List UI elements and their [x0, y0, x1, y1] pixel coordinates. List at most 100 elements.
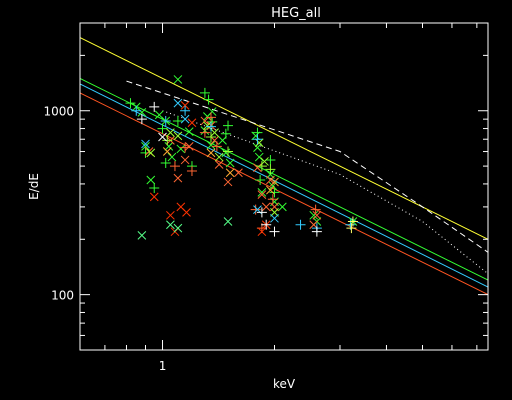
data-point-3-12: [253, 163, 262, 173]
data-point-5-2: [166, 210, 175, 220]
data-point-12-6: [311, 226, 322, 237]
data-point-9-5: [270, 177, 279, 187]
data-point-2-1: [125, 98, 136, 109]
data-point-1-14: [206, 140, 216, 150]
data-point-2-6: [172, 115, 183, 126]
data-point-2-5: [160, 157, 171, 168]
tick-labels: 1 100 1000: [43, 105, 166, 373]
data-point-8-5: [265, 164, 276, 175]
data-point-3-9: [214, 160, 224, 169]
data-point-2-10: [207, 116, 218, 127]
data-point-13-1: [158, 132, 167, 142]
data-point-1-11: [184, 127, 194, 136]
data-point-3-13: [257, 190, 267, 199]
data-point-2-3: [149, 183, 160, 194]
data-point-10-4: [205, 121, 216, 132]
data-point-4-2: [180, 142, 191, 153]
data-point-8-4: [256, 161, 267, 172]
data-point-5-5: [182, 208, 191, 217]
data-point-7-6: [214, 152, 224, 162]
data-point-4-3: [186, 166, 197, 177]
data-point-3-11: [234, 168, 243, 178]
data-point-9-3: [225, 168, 235, 178]
data-point-5-6: [180, 100, 190, 110]
data-point-2-9: [203, 94, 214, 105]
data-point-12-1: [136, 114, 147, 125]
data-point-4-4: [199, 127, 210, 138]
data-point-1-4: [146, 175, 156, 185]
data-point-14-1: [346, 223, 357, 234]
data-point-6-2: [166, 220, 175, 230]
data-point-1-20: [253, 143, 262, 152]
data-point-6-4: [223, 217, 233, 226]
data-point-6-3: [173, 223, 183, 233]
data-point-1-21: [254, 152, 264, 162]
data-point-9-4: [266, 185, 275, 195]
data-point-7-1: [146, 148, 156, 158]
data-point-1-27: [309, 210, 319, 220]
data-point-7-2: [166, 128, 175, 138]
y-tick-label-100: 100: [51, 289, 74, 303]
data-point-3-14: [261, 202, 271, 212]
model-line-5: [80, 83, 488, 288]
data-point-4-10: [310, 204, 321, 215]
x-axis-label: keV: [273, 377, 296, 391]
data-points: [125, 75, 358, 240]
model-line-3: [162, 110, 488, 275]
data-point-7-5: [210, 128, 219, 138]
data-point-14-2: [347, 216, 358, 227]
data-point-1-16: [218, 136, 227, 145]
data-point-10-3: [180, 105, 191, 116]
data-point-1-19: [251, 131, 261, 141]
model-line-6: [80, 92, 488, 296]
data-point-7-3: [173, 131, 183, 141]
data-point-1-3: [141, 142, 150, 151]
data-point-9-1: [162, 147, 172, 156]
data-point-2-14: [255, 175, 266, 186]
data-point-8-2: [205, 131, 216, 142]
data-point-2-4: [157, 123, 168, 134]
data-point-11-1: [141, 139, 150, 149]
model-lines: [80, 37, 488, 296]
data-point-1-18: [225, 158, 235, 168]
data-point-11-3: [180, 114, 190, 124]
y-axis-label: E/dE: [27, 173, 41, 200]
data-point-1-26: [278, 202, 287, 212]
data-point-1-22: [257, 187, 267, 197]
data-point-10-1: [131, 105, 142, 116]
data-point-1-7: [164, 142, 174, 151]
data-point-3-10: [223, 177, 233, 187]
data-point-2-16: [269, 187, 280, 198]
data-point-5-7: [187, 118, 197, 128]
data-point-2-11: [220, 128, 231, 139]
data-point-3-5: [184, 142, 194, 151]
plot-frame: [79, 22, 489, 351]
data-point-11-2: [173, 98, 183, 108]
data-point-11-5: [270, 213, 279, 223]
data-point-12-4: [261, 219, 272, 230]
data-point-2-12: [223, 120, 234, 131]
x-tick-label-1: 1: [159, 359, 167, 373]
data-point-10-2: [160, 115, 171, 126]
data-point-3-4: [180, 155, 190, 165]
data-point-8-3: [223, 146, 234, 157]
data-point-12-3: [256, 207, 267, 218]
data-point-1-8: [167, 152, 177, 162]
data-point-2-15: [265, 154, 276, 165]
data-point-1-10: [176, 144, 186, 154]
data-point-1-15: [207, 107, 217, 116]
data-point-12-5: [269, 226, 280, 237]
data-point-4-9: [267, 194, 278, 205]
data-point-5-8: [257, 227, 267, 237]
data-point-2-8: [199, 87, 210, 98]
model-line-2: [126, 80, 488, 253]
data-point-10-5: [252, 134, 263, 145]
data-point-4-1: [169, 161, 180, 172]
data-point-6-1: [137, 231, 147, 240]
data-point-3-6: [200, 116, 210, 126]
data-point-10-6: [295, 219, 306, 230]
axis-ticks: [79, 22, 488, 351]
data-point-9-2: [206, 148, 216, 158]
